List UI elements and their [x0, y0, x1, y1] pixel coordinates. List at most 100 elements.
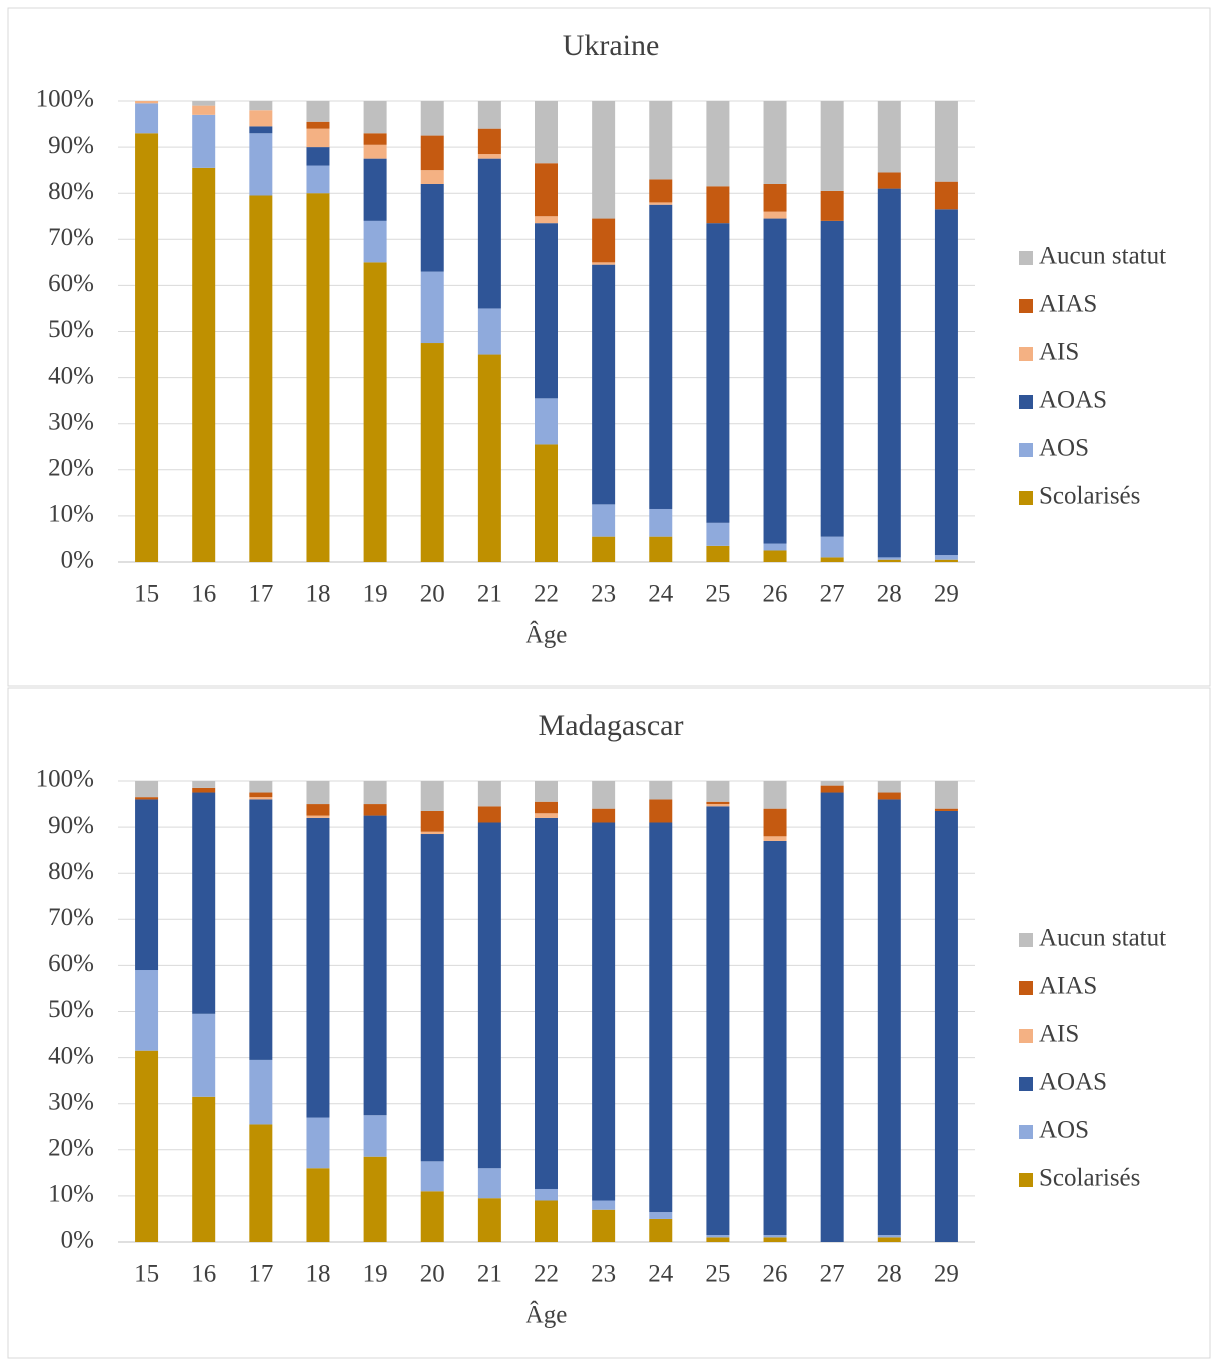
bar-segment	[820, 101, 844, 191]
bar-segment	[535, 216, 558, 224]
y-tick-label: 30%	[48, 408, 94, 435]
panel-border	[7, 7, 1211, 687]
bar-segment	[706, 522, 730, 546]
y-tick-label: 40%	[48, 362, 94, 389]
bar-segment	[649, 1212, 673, 1219]
bar-segment	[649, 508, 673, 537]
x-tick-label: 28	[877, 1261, 902, 1288]
bar-segment	[477, 354, 501, 562]
bar-segment	[420, 781, 444, 811]
bar-segment	[249, 126, 273, 134]
y-tick-label: 80%	[48, 178, 94, 205]
x-tick-label: 15	[134, 1261, 159, 1288]
x-tick-label: 23	[591, 581, 616, 608]
bar-segment	[249, 799, 273, 1060]
bar-segment	[420, 1161, 444, 1192]
bar-segment	[877, 781, 901, 793]
x-tick-label: 25	[705, 1261, 730, 1288]
bar-segment	[477, 1198, 501, 1242]
bar-segment	[135, 103, 159, 134]
x-tick-label: 20	[420, 1261, 445, 1288]
bar-segment	[135, 781, 159, 798]
legend-label: AOS	[1039, 1117, 1089, 1144]
y-tick-label: 0%	[61, 547, 94, 574]
bar-segment	[420, 834, 444, 1162]
bar-segment	[820, 536, 844, 558]
bar-segment	[592, 781, 616, 809]
x-tick-label: 26	[763, 581, 788, 608]
bar-segment	[306, 121, 330, 129]
legend-swatch	[1019, 1077, 1033, 1091]
y-tick-label: 10%	[48, 1181, 94, 1208]
bar-segment	[592, 808, 616, 823]
bar-segment	[820, 220, 844, 537]
bar-segment	[306, 165, 330, 194]
bar-segment	[706, 186, 730, 224]
bar-segment	[820, 557, 844, 562]
x-tick-label: 16	[191, 581, 216, 608]
legend-swatch	[1019, 1029, 1033, 1043]
legend-label: AIS	[1039, 1021, 1079, 1048]
bar-segment	[649, 179, 673, 203]
bar-segment	[249, 101, 273, 111]
x-tick-label: 26	[763, 1261, 788, 1288]
legend-swatch	[1019, 933, 1033, 947]
bar-segment	[763, 808, 787, 837]
y-tick-label: 20%	[48, 455, 94, 482]
bar-segment	[135, 970, 159, 1051]
legend-swatch	[1019, 251, 1033, 265]
x-tick-label: 29	[934, 1261, 959, 1288]
x-tick-label: 17	[248, 1261, 273, 1288]
bar-segment	[363, 1115, 387, 1157]
bar-segment	[763, 543, 787, 551]
bar-segment	[535, 813, 558, 818]
bar-segment	[249, 195, 273, 562]
bar-segment	[649, 1218, 673, 1242]
x-tick-label: 24	[648, 581, 674, 608]
bar-segment	[763, 836, 787, 841]
chart-title: Ukraine	[563, 29, 660, 62]
bar-segment	[363, 781, 387, 805]
bar-segment	[249, 1124, 273, 1242]
bar-segment	[306, 147, 330, 166]
y-tick-label: 90%	[48, 812, 94, 839]
x-tick-label: 27	[820, 581, 845, 608]
bar-segment	[877, 799, 901, 1236]
bar-segment	[706, 806, 730, 1236]
bar-segment	[877, 792, 901, 800]
x-tick-label: 22	[534, 581, 559, 608]
bar-segment	[763, 211, 787, 219]
legend-label: AOS	[1039, 435, 1089, 462]
x-tick-label: 23	[591, 1261, 616, 1288]
bar-segment	[763, 218, 787, 544]
y-tick-label: 40%	[48, 1042, 94, 1069]
bar-segment	[649, 202, 673, 205]
bar-segment	[249, 133, 273, 196]
bar-segment	[477, 128, 501, 155]
bar-segment	[877, 559, 901, 562]
bar-segment	[535, 163, 558, 217]
bar-segment	[249, 797, 273, 800]
x-tick-label: 16	[191, 1261, 216, 1288]
x-tick-label: 25	[705, 581, 730, 608]
bar-segment	[877, 188, 901, 558]
y-tick-label: 50%	[48, 316, 94, 343]
bar-segment	[592, 218, 616, 263]
bar-segment	[763, 840, 787, 1236]
y-tick-label: 0%	[61, 1227, 94, 1254]
bar-segment	[249, 110, 273, 127]
bar-segment	[249, 1059, 273, 1125]
bar-segment	[192, 787, 216, 793]
bar-segment	[249, 792, 273, 798]
x-tick-label: 21	[477, 581, 502, 608]
bar-segment	[135, 1050, 159, 1242]
legend-label: Aucun statut	[1039, 925, 1166, 952]
legend-swatch	[1019, 443, 1033, 457]
bar-segment	[420, 183, 444, 272]
legend-swatch	[1019, 395, 1033, 409]
bar-segment	[706, 781, 730, 802]
bar-segment	[306, 128, 330, 148]
bar-segment	[135, 133, 159, 562]
legend-swatch	[1019, 981, 1033, 995]
